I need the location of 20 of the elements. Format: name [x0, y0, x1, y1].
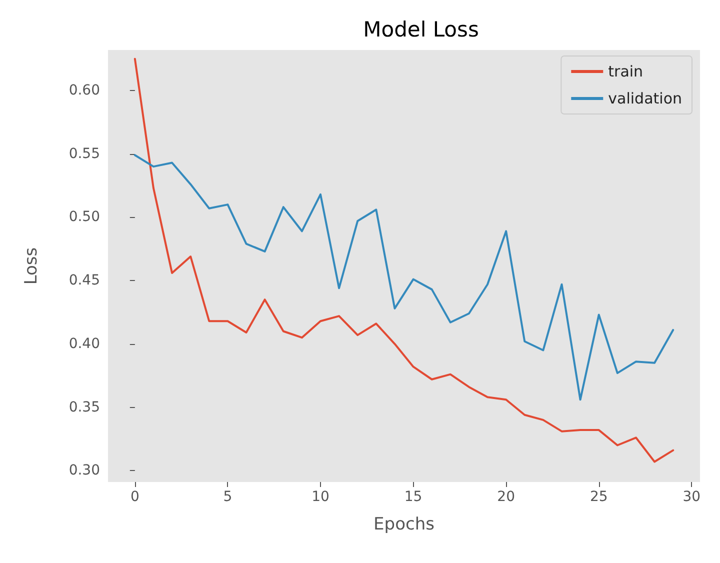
- y-tick-label: 0.30: [68, 462, 100, 479]
- line-series: [134, 154, 674, 401]
- y-tick-label: 0.40: [68, 336, 100, 352]
- x-tick-label: 0: [130, 489, 140, 505]
- y-tick-label: 0.35: [68, 399, 100, 416]
- y-axis-title: Loss: [22, 247, 42, 285]
- x-tick-label: 25: [590, 489, 608, 505]
- y-tick-label: 0.45: [68, 272, 100, 289]
- x-tick-label: 10: [312, 489, 330, 505]
- y-tick-label: 0.50: [68, 209, 100, 226]
- legend-label: train: [608, 62, 644, 80]
- chart-title: Model Loss: [363, 18, 479, 42]
- x-axis-title: Epochs: [374, 514, 435, 534]
- x-tick-label: 5: [223, 489, 232, 505]
- x-tick-label: 15: [404, 489, 422, 505]
- x-tick-label: 20: [497, 489, 515, 505]
- legend-label: validation: [608, 90, 682, 108]
- y-tick-label: 0.55: [68, 146, 100, 162]
- x-tick-label: 30: [682, 489, 701, 505]
- y-tick-label: 0.60: [68, 82, 100, 99]
